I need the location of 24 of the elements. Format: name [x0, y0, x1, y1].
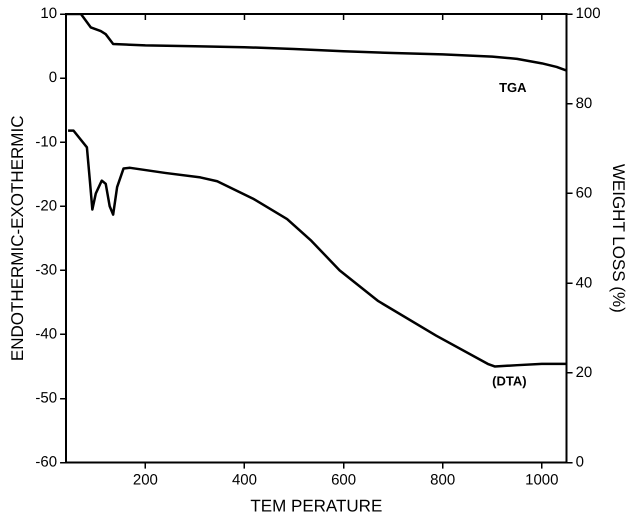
y2-tick-label: 60	[576, 184, 592, 202]
y-tick-label: 0	[48, 69, 58, 86]
x-tick-label: 800	[430, 472, 456, 489]
x-tick-label: 1000	[525, 472, 558, 489]
y-tick-label: -20	[35, 197, 58, 214]
y2-tick-label: 20	[576, 364, 592, 382]
y2-tick-label: 80	[576, 94, 592, 112]
y2-tick-label: 0	[576, 454, 584, 471]
x-tick-label: 600	[331, 472, 356, 489]
y-tick-label: -10	[35, 133, 58, 150]
y-axis-title: ENDOTHERMIC-EXOTHERMIC	[8, 116, 27, 362]
x-tick-label: 200	[132, 472, 158, 489]
x-tick-label: 400	[232, 472, 257, 489]
series-label: TGA	[499, 80, 528, 96]
y2-tick-label: 100	[576, 5, 601, 22]
x-axis-title: TEM PERATURE	[250, 496, 382, 516]
series-label: (DTA)	[492, 373, 527, 388]
y2-axis-title: WEIGHT LOSS (%)	[609, 164, 628, 313]
y-tick-label: -40	[35, 326, 58, 343]
y-tick-label: -30	[35, 261, 58, 278]
y-tick-label: -60	[35, 454, 58, 471]
y2-tick-label: 40	[576, 274, 592, 292]
y-tick-label: 10	[40, 5, 58, 22]
y-tick-label: -50	[35, 390, 58, 407]
